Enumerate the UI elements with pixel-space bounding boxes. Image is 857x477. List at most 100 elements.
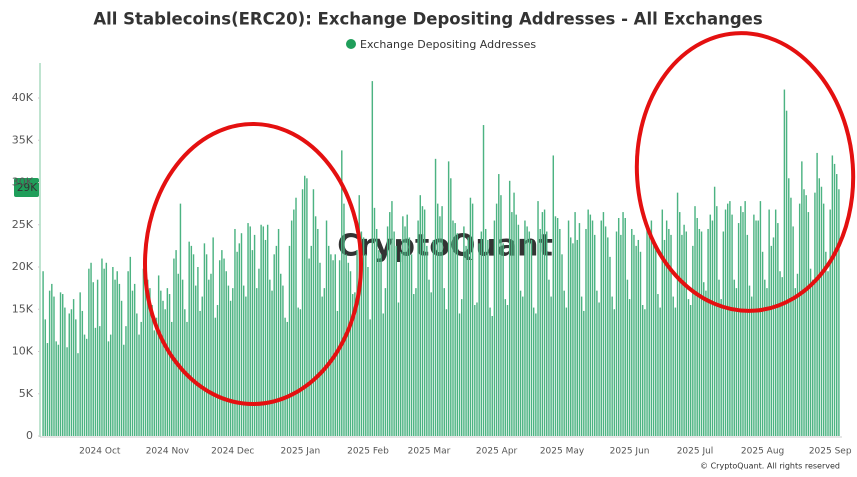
bar — [583, 310, 585, 436]
bar — [365, 254, 367, 436]
bar — [85, 338, 88, 436]
bar — [770, 245, 773, 436]
bar — [295, 197, 297, 436]
bar — [192, 254, 195, 436]
bar — [334, 254, 336, 436]
bar — [419, 195, 422, 436]
bar — [617, 217, 620, 436]
bar — [242, 285, 245, 436]
bar — [707, 228, 709, 436]
plot-area — [42, 81, 840, 437]
bar — [744, 201, 746, 436]
bar — [502, 243, 504, 436]
bar — [190, 245, 193, 436]
bar — [399, 251, 402, 436]
bar — [587, 209, 589, 436]
bar — [79, 292, 81, 436]
bar — [598, 302, 600, 436]
bar — [646, 226, 648, 436]
bar — [772, 237, 775, 436]
legend-label: Exchange Depositing Addresses — [360, 38, 536, 51]
bar — [151, 305, 153, 436]
bar — [345, 254, 347, 436]
bar — [164, 309, 166, 436]
bar — [735, 288, 738, 436]
bar — [293, 209, 295, 436]
bar — [833, 163, 836, 436]
bar — [593, 234, 596, 436]
bar — [354, 292, 356, 436]
bar — [628, 299, 631, 436]
bar — [177, 273, 179, 436]
bar — [788, 178, 790, 436]
y-tick-label: 30K — [12, 176, 34, 189]
bar — [812, 279, 814, 436]
x-tick-label: 2025 Mar — [408, 447, 451, 457]
bar — [439, 216, 441, 436]
bar — [820, 186, 823, 436]
bar — [661, 209, 664, 436]
bar — [375, 228, 378, 436]
bar — [508, 180, 511, 436]
bar — [127, 271, 129, 436]
bar — [186, 321, 188, 436]
bar — [609, 256, 611, 436]
y-tick-label: 35K — [12, 133, 34, 146]
bar — [652, 239, 655, 436]
bar — [371, 81, 374, 436]
bar — [713, 186, 716, 436]
bar — [441, 206, 443, 436]
bar — [731, 214, 733, 436]
bar — [676, 192, 679, 436]
x-tick-label: 2025 Sep — [809, 447, 852, 457]
bar — [709, 214, 711, 436]
bar — [602, 212, 605, 436]
bar — [142, 268, 145, 436]
bar — [330, 254, 332, 436]
bar — [384, 288, 387, 436]
bar — [397, 302, 400, 436]
bar — [395, 245, 398, 436]
bar — [380, 254, 382, 436]
bar — [90, 262, 92, 436]
bar — [210, 273, 212, 436]
bar — [48, 290, 51, 436]
bar — [692, 245, 694, 436]
bar — [729, 201, 731, 436]
bar — [622, 212, 624, 436]
bar — [140, 321, 142, 436]
bar — [116, 271, 118, 436]
bar — [432, 239, 435, 436]
bar — [822, 203, 825, 436]
bar — [70, 309, 73, 436]
bar — [724, 209, 727, 436]
bar — [428, 279, 430, 436]
bar — [284, 317, 286, 436]
bar — [781, 277, 783, 436]
bar — [511, 212, 513, 436]
bar — [308, 258, 310, 436]
bar — [247, 223, 249, 436]
bar — [203, 243, 206, 436]
bar — [44, 319, 46, 436]
bar — [447, 161, 450, 436]
bar — [101, 258, 103, 436]
bar — [655, 243, 657, 436]
bar — [362, 237, 365, 436]
bar — [705, 290, 707, 436]
bar — [504, 299, 507, 436]
x-tick-label: 2025 Jul — [677, 447, 714, 457]
bar — [240, 233, 243, 436]
bar — [238, 243, 241, 436]
bar — [816, 152, 818, 437]
bar — [467, 237, 469, 436]
bar — [554, 216, 557, 436]
bar — [624, 217, 626, 436]
bar — [277, 228, 280, 436]
bar — [650, 220, 653, 436]
bar — [637, 239, 640, 436]
bar — [153, 330, 156, 436]
bar — [761, 251, 764, 436]
bar — [759, 201, 762, 436]
